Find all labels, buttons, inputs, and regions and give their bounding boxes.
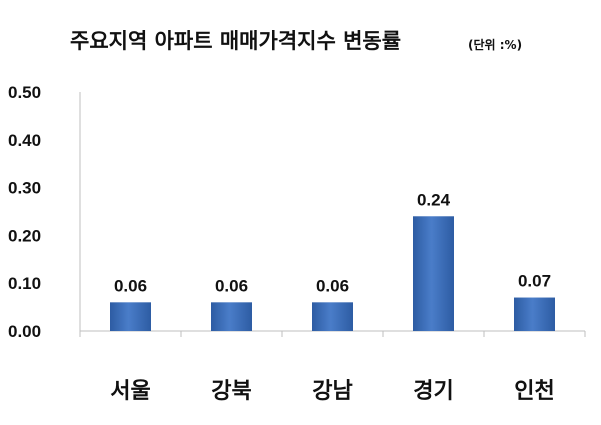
x-tick-label: 강남 <box>312 379 352 404</box>
data-label: 0.06 <box>215 276 248 295</box>
y-tick-label: 0.30 <box>8 179 41 198</box>
chart-title: 주요지역 아파트 매매가격지수 변동률 <box>70 29 401 53</box>
bar <box>413 216 454 331</box>
x-axis-labels: 서울 강북 강남 경기 인천 <box>110 379 554 404</box>
x-tick-label: 경기 <box>413 379 453 404</box>
x-tick-label: 서울 <box>110 379 150 404</box>
x-axis-tick-marks <box>79 331 586 337</box>
data-label: 0.07 <box>518 272 551 291</box>
bar <box>312 302 353 331</box>
data-label: 0.06 <box>114 276 147 295</box>
y-tick-label: 0.40 <box>8 131 41 150</box>
data-labels: 0.06 0.06 0.06 0.24 0.07 <box>114 190 551 295</box>
data-label: 0.24 <box>417 190 451 209</box>
y-tick-label: 0.10 <box>8 274 41 293</box>
y-tick-label: 0.00 <box>8 322 41 341</box>
x-tick-label: 인천 <box>514 379 554 404</box>
data-label: 0.06 <box>316 276 349 295</box>
y-tick-label: 0.50 <box>8 83 41 102</box>
bar <box>211 302 252 331</box>
bar <box>514 297 555 331</box>
x-tick-label: 강북 <box>211 379 251 404</box>
y-tick-label: 0.20 <box>8 226 41 245</box>
chart-unit-label: (단위 :%) <box>468 37 522 52</box>
bars <box>110 216 555 331</box>
bar <box>110 302 151 331</box>
y-axis-ticks: 0.00 0.10 0.20 0.30 0.40 0.50 <box>8 83 41 341</box>
